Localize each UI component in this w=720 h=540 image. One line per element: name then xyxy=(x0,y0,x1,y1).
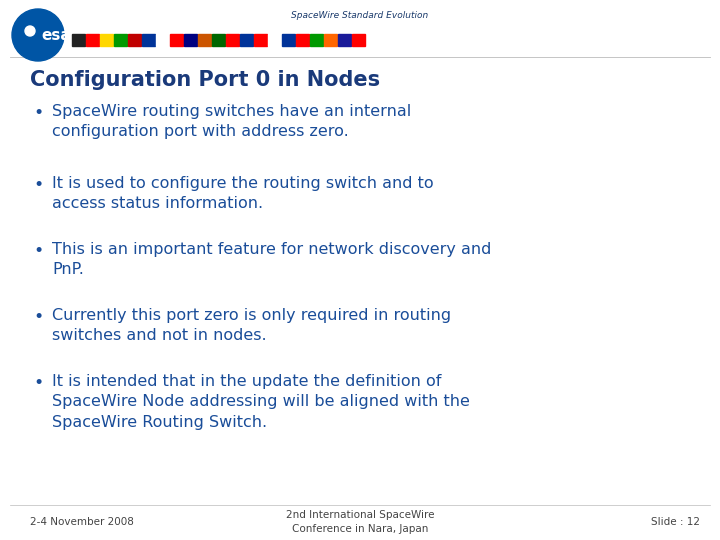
Bar xyxy=(86,34,99,46)
Bar xyxy=(128,34,141,46)
Bar xyxy=(114,34,127,46)
Text: •: • xyxy=(33,374,43,392)
Bar xyxy=(142,34,155,46)
Text: 2-4 November 2008: 2-4 November 2008 xyxy=(30,517,134,527)
Bar xyxy=(324,34,337,46)
Text: SpaceWire Standard Evolution: SpaceWire Standard Evolution xyxy=(292,11,428,21)
Circle shape xyxy=(25,26,35,36)
Bar xyxy=(198,34,211,46)
Text: 2nd International SpaceWire
Conference in Nara, Japan: 2nd International SpaceWire Conference i… xyxy=(286,510,434,534)
Text: •: • xyxy=(33,242,43,260)
Bar xyxy=(100,34,113,46)
Text: Currently this port zero is only required in routing
switches and not in nodes.: Currently this port zero is only require… xyxy=(52,308,451,343)
Text: It is intended that in the update the definition of
SpaceWire Node addressing wi: It is intended that in the update the de… xyxy=(52,374,470,430)
Bar xyxy=(352,34,365,46)
Text: •: • xyxy=(33,176,43,194)
Text: This is an important feature for network discovery and
PnP.: This is an important feature for network… xyxy=(52,242,491,278)
Text: It is used to configure the routing switch and to
access status information.: It is used to configure the routing swit… xyxy=(52,176,433,211)
Bar xyxy=(226,34,239,46)
Bar xyxy=(310,34,323,46)
Bar xyxy=(184,34,197,46)
Bar xyxy=(72,34,85,46)
Bar xyxy=(170,34,183,46)
Text: SpaceWire routing switches have an internal
configuration port with address zero: SpaceWire routing switches have an inter… xyxy=(52,104,411,139)
Text: esa: esa xyxy=(41,28,71,43)
Bar xyxy=(156,34,169,46)
Bar xyxy=(282,34,295,46)
Bar xyxy=(254,34,267,46)
Text: Slide : 12: Slide : 12 xyxy=(651,517,700,527)
Bar xyxy=(212,34,225,46)
Bar xyxy=(268,34,281,46)
Bar xyxy=(240,34,253,46)
Text: Configuration Port 0 in Nodes: Configuration Port 0 in Nodes xyxy=(30,70,380,90)
Text: •: • xyxy=(33,308,43,326)
Text: •: • xyxy=(33,104,43,122)
Bar xyxy=(338,34,351,46)
Bar xyxy=(296,34,309,46)
Circle shape xyxy=(12,9,64,61)
